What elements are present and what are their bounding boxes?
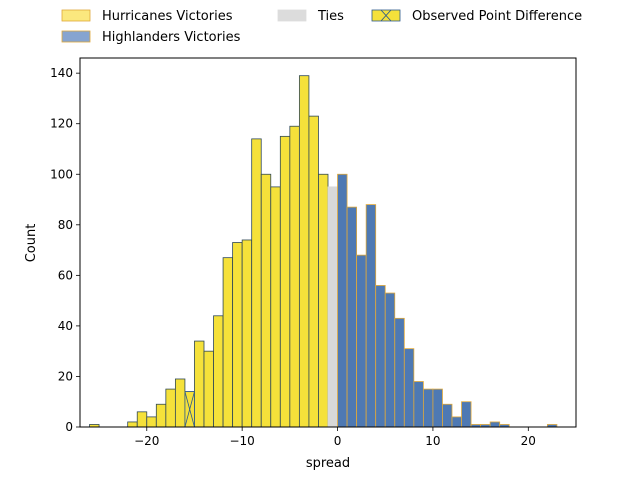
histogram-bars <box>89 75 558 428</box>
y-tick-label: 80 <box>58 218 73 232</box>
bar-hurricanes-victories-8 <box>165 388 176 428</box>
series-observed-point-difference <box>184 391 195 428</box>
observed-hatch-b <box>184 391 195 428</box>
bar-hurricanes-victories-7 <box>155 403 167 428</box>
series-ties <box>327 186 338 428</box>
y-tick-label: 60 <box>58 268 73 282</box>
x-axis-ticks: −20 −10 0 10 20 <box>134 427 536 448</box>
bar-highlanders-victories-12 <box>451 416 462 428</box>
bar-highlanders-victories-8 <box>413 381 424 428</box>
y-tick-label: 100 <box>50 167 73 181</box>
bar-hurricanes-victories-22 <box>298 75 310 428</box>
y-tick-label: 0 <box>65 420 73 434</box>
bar-hurricanes-victories-6 <box>146 416 157 428</box>
bar-highlanders-victories-13 <box>461 401 472 428</box>
legend-item-ties: Ties <box>277 9 344 24</box>
bar-hurricanes-victories-13 <box>213 315 224 428</box>
legend-swatch <box>61 30 91 43</box>
y-tick-label: 140 <box>50 66 73 80</box>
bar-hurricanes-victories-18 <box>260 173 272 428</box>
bar-highlanders-victories-0 <box>337 173 348 428</box>
y-tick-label: 120 <box>50 117 73 131</box>
legend-hatch-b <box>380 9 392 22</box>
x-tick-label: 10 <box>425 434 440 448</box>
bar-hurricanes-victories-14 <box>222 257 234 428</box>
bar-highlanders-victories-4 <box>375 285 386 428</box>
bar-hurricanes-victories-9 <box>174 378 186 428</box>
legend-item-hurricanes-victories: Hurricanes Victories <box>61 9 233 24</box>
legend-label: Observed Point Difference <box>412 9 582 24</box>
bar-ties-0 <box>327 186 338 428</box>
bar-hurricanes-victories-21 <box>289 125 300 428</box>
bar-hurricanes-victories-24 <box>318 173 329 428</box>
y-tick-label: 20 <box>58 369 73 383</box>
bar-highlanders-victories-3 <box>365 204 377 428</box>
legend-label: Hurricanes Victories <box>102 9 233 24</box>
x-tick-label: −10 <box>229 434 254 448</box>
legend-label: Ties <box>317 9 344 24</box>
bar-highlanders-victories-9 <box>422 388 434 428</box>
plot-area-frame <box>79 57 577 428</box>
legend-label: Highlanders Victories <box>102 30 241 45</box>
bar-highlanders-victories-6 <box>394 317 405 428</box>
bar-highlanders-victories-10 <box>432 388 443 428</box>
x-tick-label: 0 <box>334 434 342 448</box>
bar-hurricanes-victories-15 <box>232 242 243 428</box>
bar-hurricanes-victories-17 <box>251 138 262 428</box>
bar-hurricanes-victories-12 <box>203 350 214 428</box>
x-tick-label: 20 <box>521 434 536 448</box>
y-axis-ticks: 0 20 40 60 80 100 120 140 <box>50 66 80 434</box>
bar-highlanders-victories-7 <box>403 348 415 428</box>
legend-swatch <box>61 9 91 22</box>
legend: Hurricanes Victories Highlanders Victorie… <box>61 9 582 45</box>
bar-highlanders-victories-2 <box>356 254 367 428</box>
series-hurricanes-victories <box>89 75 338 428</box>
bar-highlanders-victories-11 <box>442 403 453 428</box>
legend-item-highlanders-victories: Highlanders Victories <box>61 30 241 45</box>
bar-hurricanes-victories-23 <box>308 115 319 428</box>
bar-hurricanes-victories-4 <box>127 421 138 428</box>
bar-highlanders-victories-16 <box>489 421 501 428</box>
x-tick-label: −20 <box>134 434 159 448</box>
legend-swatch <box>277 9 307 22</box>
bar-highlanders-victories-1 <box>346 206 358 428</box>
legend-item-observed-point-difference: Observed Point Difference <box>371 9 582 24</box>
y-axis-label: Count <box>24 224 39 263</box>
bar-highlanders-victories-5 <box>384 292 396 428</box>
y-tick-label: 40 <box>58 319 73 333</box>
bar-hurricanes-victories-20 <box>279 135 291 428</box>
series-highlanders-victories <box>337 173 558 428</box>
bar-hurricanes-victories-5 <box>136 411 148 428</box>
x-axis-label: spread <box>306 456 350 471</box>
bar-hurricanes-victories-19 <box>270 186 281 428</box>
bar-hurricanes-victories-11 <box>194 340 205 428</box>
bar-hurricanes-victories-16 <box>241 239 253 428</box>
